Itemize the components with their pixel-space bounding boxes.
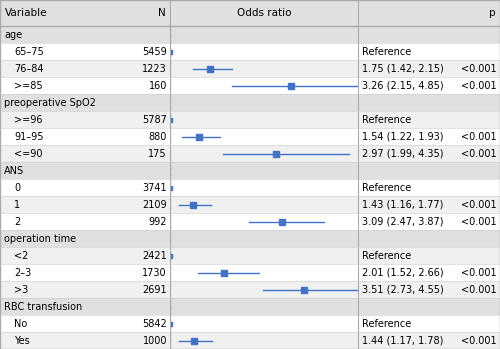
Text: RBC transfusion: RBC transfusion bbox=[4, 302, 82, 312]
Text: <=90: <=90 bbox=[14, 149, 42, 158]
Text: 2: 2 bbox=[14, 217, 20, 227]
Text: 3.09 (2.47, 3.87): 3.09 (2.47, 3.87) bbox=[362, 217, 443, 227]
Text: Yes: Yes bbox=[14, 335, 30, 346]
Text: 992: 992 bbox=[148, 217, 167, 227]
Text: 3741: 3741 bbox=[142, 183, 167, 193]
Text: p: p bbox=[490, 8, 496, 18]
Text: 5842: 5842 bbox=[142, 319, 167, 328]
Text: 0: 0 bbox=[14, 183, 20, 193]
Text: Reference: Reference bbox=[362, 114, 411, 125]
Text: >3: >3 bbox=[14, 284, 28, 295]
Text: 1.43 (1.16, 1.77): 1.43 (1.16, 1.77) bbox=[362, 200, 443, 210]
Text: No: No bbox=[14, 319, 27, 328]
Text: Reference: Reference bbox=[362, 319, 411, 328]
Text: 2421: 2421 bbox=[142, 251, 167, 261]
Text: 1730: 1730 bbox=[142, 268, 167, 277]
Text: <0.001: <0.001 bbox=[462, 149, 497, 158]
Text: <0.001: <0.001 bbox=[462, 200, 497, 210]
Text: 175: 175 bbox=[148, 149, 167, 158]
Text: <0.001: <0.001 bbox=[462, 268, 497, 277]
Text: Variable: Variable bbox=[5, 8, 48, 18]
Text: 880: 880 bbox=[148, 132, 167, 142]
Text: N: N bbox=[158, 8, 166, 18]
Text: 2691: 2691 bbox=[142, 284, 167, 295]
Text: 1223: 1223 bbox=[142, 64, 167, 74]
Text: ANS: ANS bbox=[4, 165, 24, 176]
Text: >=85: >=85 bbox=[14, 81, 42, 91]
Text: >=96: >=96 bbox=[14, 114, 42, 125]
Text: Reference: Reference bbox=[362, 251, 411, 261]
Text: 65–75: 65–75 bbox=[14, 47, 44, 57]
Text: 2–3: 2–3 bbox=[14, 268, 31, 277]
Text: 160: 160 bbox=[148, 81, 167, 91]
Text: 1.44 (1.17, 1.78): 1.44 (1.17, 1.78) bbox=[362, 335, 443, 346]
Text: 1.54 (1.22, 1.93): 1.54 (1.22, 1.93) bbox=[362, 132, 443, 142]
Text: 3.26 (2.15, 4.85): 3.26 (2.15, 4.85) bbox=[362, 81, 443, 91]
Text: age: age bbox=[4, 30, 22, 40]
Text: <0.001: <0.001 bbox=[462, 335, 497, 346]
Text: 1.75 (1.42, 2.15): 1.75 (1.42, 2.15) bbox=[362, 64, 444, 74]
Text: <0.001: <0.001 bbox=[462, 217, 497, 227]
Text: 5459: 5459 bbox=[142, 47, 167, 57]
Text: <0.001: <0.001 bbox=[462, 132, 497, 142]
Text: Odds ratio: Odds ratio bbox=[236, 8, 291, 18]
Text: 3.51 (2.73, 4.55): 3.51 (2.73, 4.55) bbox=[362, 284, 444, 295]
Text: Reference: Reference bbox=[362, 47, 411, 57]
Text: <0.001: <0.001 bbox=[462, 81, 497, 91]
Text: 5787: 5787 bbox=[142, 114, 167, 125]
Text: 2.97 (1.99, 4.35): 2.97 (1.99, 4.35) bbox=[362, 149, 443, 158]
Text: 1: 1 bbox=[14, 200, 20, 210]
Text: operation time: operation time bbox=[4, 233, 76, 244]
Text: preoperative SpO2: preoperative SpO2 bbox=[4, 98, 96, 107]
Text: <0.001: <0.001 bbox=[462, 284, 497, 295]
Text: 2.01 (1.52, 2.66): 2.01 (1.52, 2.66) bbox=[362, 268, 443, 277]
Text: <2: <2 bbox=[14, 251, 28, 261]
Text: <0.001: <0.001 bbox=[462, 64, 497, 74]
Text: 1000: 1000 bbox=[142, 335, 167, 346]
Text: 76–84: 76–84 bbox=[14, 64, 44, 74]
Text: 2109: 2109 bbox=[142, 200, 167, 210]
Text: 91–95: 91–95 bbox=[14, 132, 44, 142]
Text: Reference: Reference bbox=[362, 183, 411, 193]
